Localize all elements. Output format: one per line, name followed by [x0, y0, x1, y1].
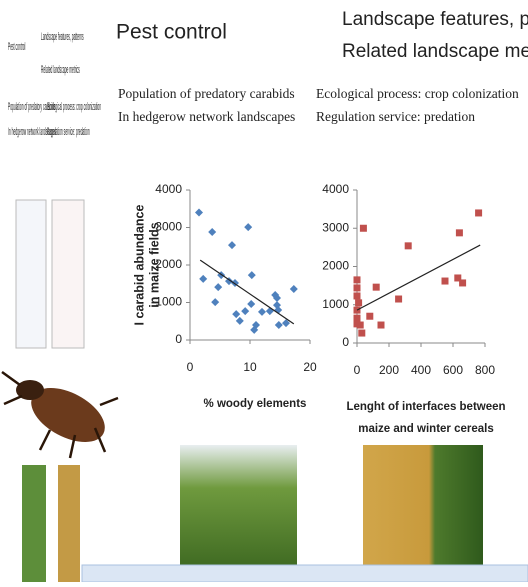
y-tick-label: 4000: [155, 182, 182, 196]
y-tick-label: 3000: [155, 220, 182, 234]
point: [247, 300, 256, 308]
point: [214, 283, 223, 292]
footer-box: [81, 564, 528, 583]
y-tick-label: 4000: [322, 182, 349, 196]
crop-photo: [363, 445, 483, 568]
point: [232, 310, 241, 319]
point: [282, 319, 290, 328]
x-tick-label: 10: [243, 360, 257, 374]
point: [359, 224, 367, 232]
point: [353, 276, 361, 284]
trendline: [199, 259, 295, 325]
mini-text: Pest control: [8, 40, 25, 52]
point: [377, 321, 385, 329]
point: [265, 307, 274, 316]
y-tick-label: 1000: [322, 297, 349, 311]
point: [441, 277, 449, 285]
y-tick-label: 3000: [322, 220, 349, 234]
mini-text: Landscape features, patterns: [41, 30, 84, 42]
strip-photo: [58, 465, 80, 582]
point: [358, 329, 366, 337]
point: [355, 299, 363, 307]
y-axis-label: I carabid abundance: [132, 205, 146, 326]
point: [454, 274, 462, 282]
header-line: Landscape features, patterns: [342, 9, 528, 30]
caption: Regulation service: predation: [316, 109, 475, 124]
point: [289, 285, 298, 293]
point: [258, 307, 266, 316]
mini-text: Regulation service: predation: [47, 125, 90, 137]
point: [353, 320, 361, 328]
strip-photo: [22, 465, 46, 582]
caption: Population of predatory carabids: [118, 86, 295, 101]
point: [395, 295, 403, 303]
hedgerow-photo: [180, 445, 297, 568]
point: [228, 241, 236, 250]
point: [475, 209, 483, 217]
x-tick-label: 400: [411, 363, 431, 377]
x-tick-label: 800: [475, 363, 495, 377]
y-tick-label: 0: [175, 332, 182, 346]
point: [244, 223, 253, 232]
x-tick-label: 0: [187, 360, 194, 374]
point: [235, 316, 244, 325]
point: [353, 284, 361, 292]
x-tick-label: 600: [443, 363, 463, 377]
point: [241, 307, 250, 316]
mini-text: In hedgerow network landscapes: [8, 125, 56, 137]
mini-text: Related landscape metrics: [41, 63, 80, 75]
title: Pest control: [116, 21, 227, 44]
x-tick-label: 200: [379, 363, 399, 377]
y-axis-label: in maize fields: [147, 222, 161, 307]
point: [250, 325, 259, 334]
point: [225, 277, 233, 286]
x-axis-label: % woody elements: [204, 398, 307, 410]
y-tick-label: 2000: [155, 257, 182, 271]
point: [404, 242, 412, 250]
point: [353, 292, 361, 300]
y-tick-label: 1000: [155, 295, 182, 309]
point: [455, 229, 463, 237]
x-axis-label: maize and winter cereals: [358, 423, 494, 435]
point: [353, 314, 361, 322]
point: [372, 283, 380, 291]
point: [211, 298, 220, 307]
point: [199, 274, 208, 283]
header-line: Related landscape metrics: [342, 41, 528, 62]
trendline: [356, 244, 481, 311]
mini-text: Ecological process: crop colonization: [47, 100, 101, 112]
y-tick-label: 0: [342, 335, 349, 349]
beetle-image: [1, 370, 119, 459]
y-tick-label: 2000: [322, 259, 349, 273]
mini-chart: [15, 199, 47, 349]
point: [274, 321, 283, 329]
x-axis-label: Lenght of interfaces between: [346, 401, 505, 413]
point: [366, 312, 374, 320]
point: [208, 228, 217, 236]
caption: Ecological process: crop colonization: [316, 86, 519, 101]
point: [195, 208, 203, 217]
point: [247, 271, 256, 280]
point: [273, 294, 281, 302]
mini-chart: [51, 199, 85, 349]
mini-copy: Pest control Landscape features, pattern…: [8, 30, 101, 137]
x-tick-label: 0: [354, 363, 361, 377]
point: [459, 279, 467, 287]
x-tick-label: 20: [303, 360, 317, 374]
caption: In hedgerow network landscapes: [118, 109, 295, 124]
mini-text: Population of predatory carabids: [8, 100, 55, 112]
